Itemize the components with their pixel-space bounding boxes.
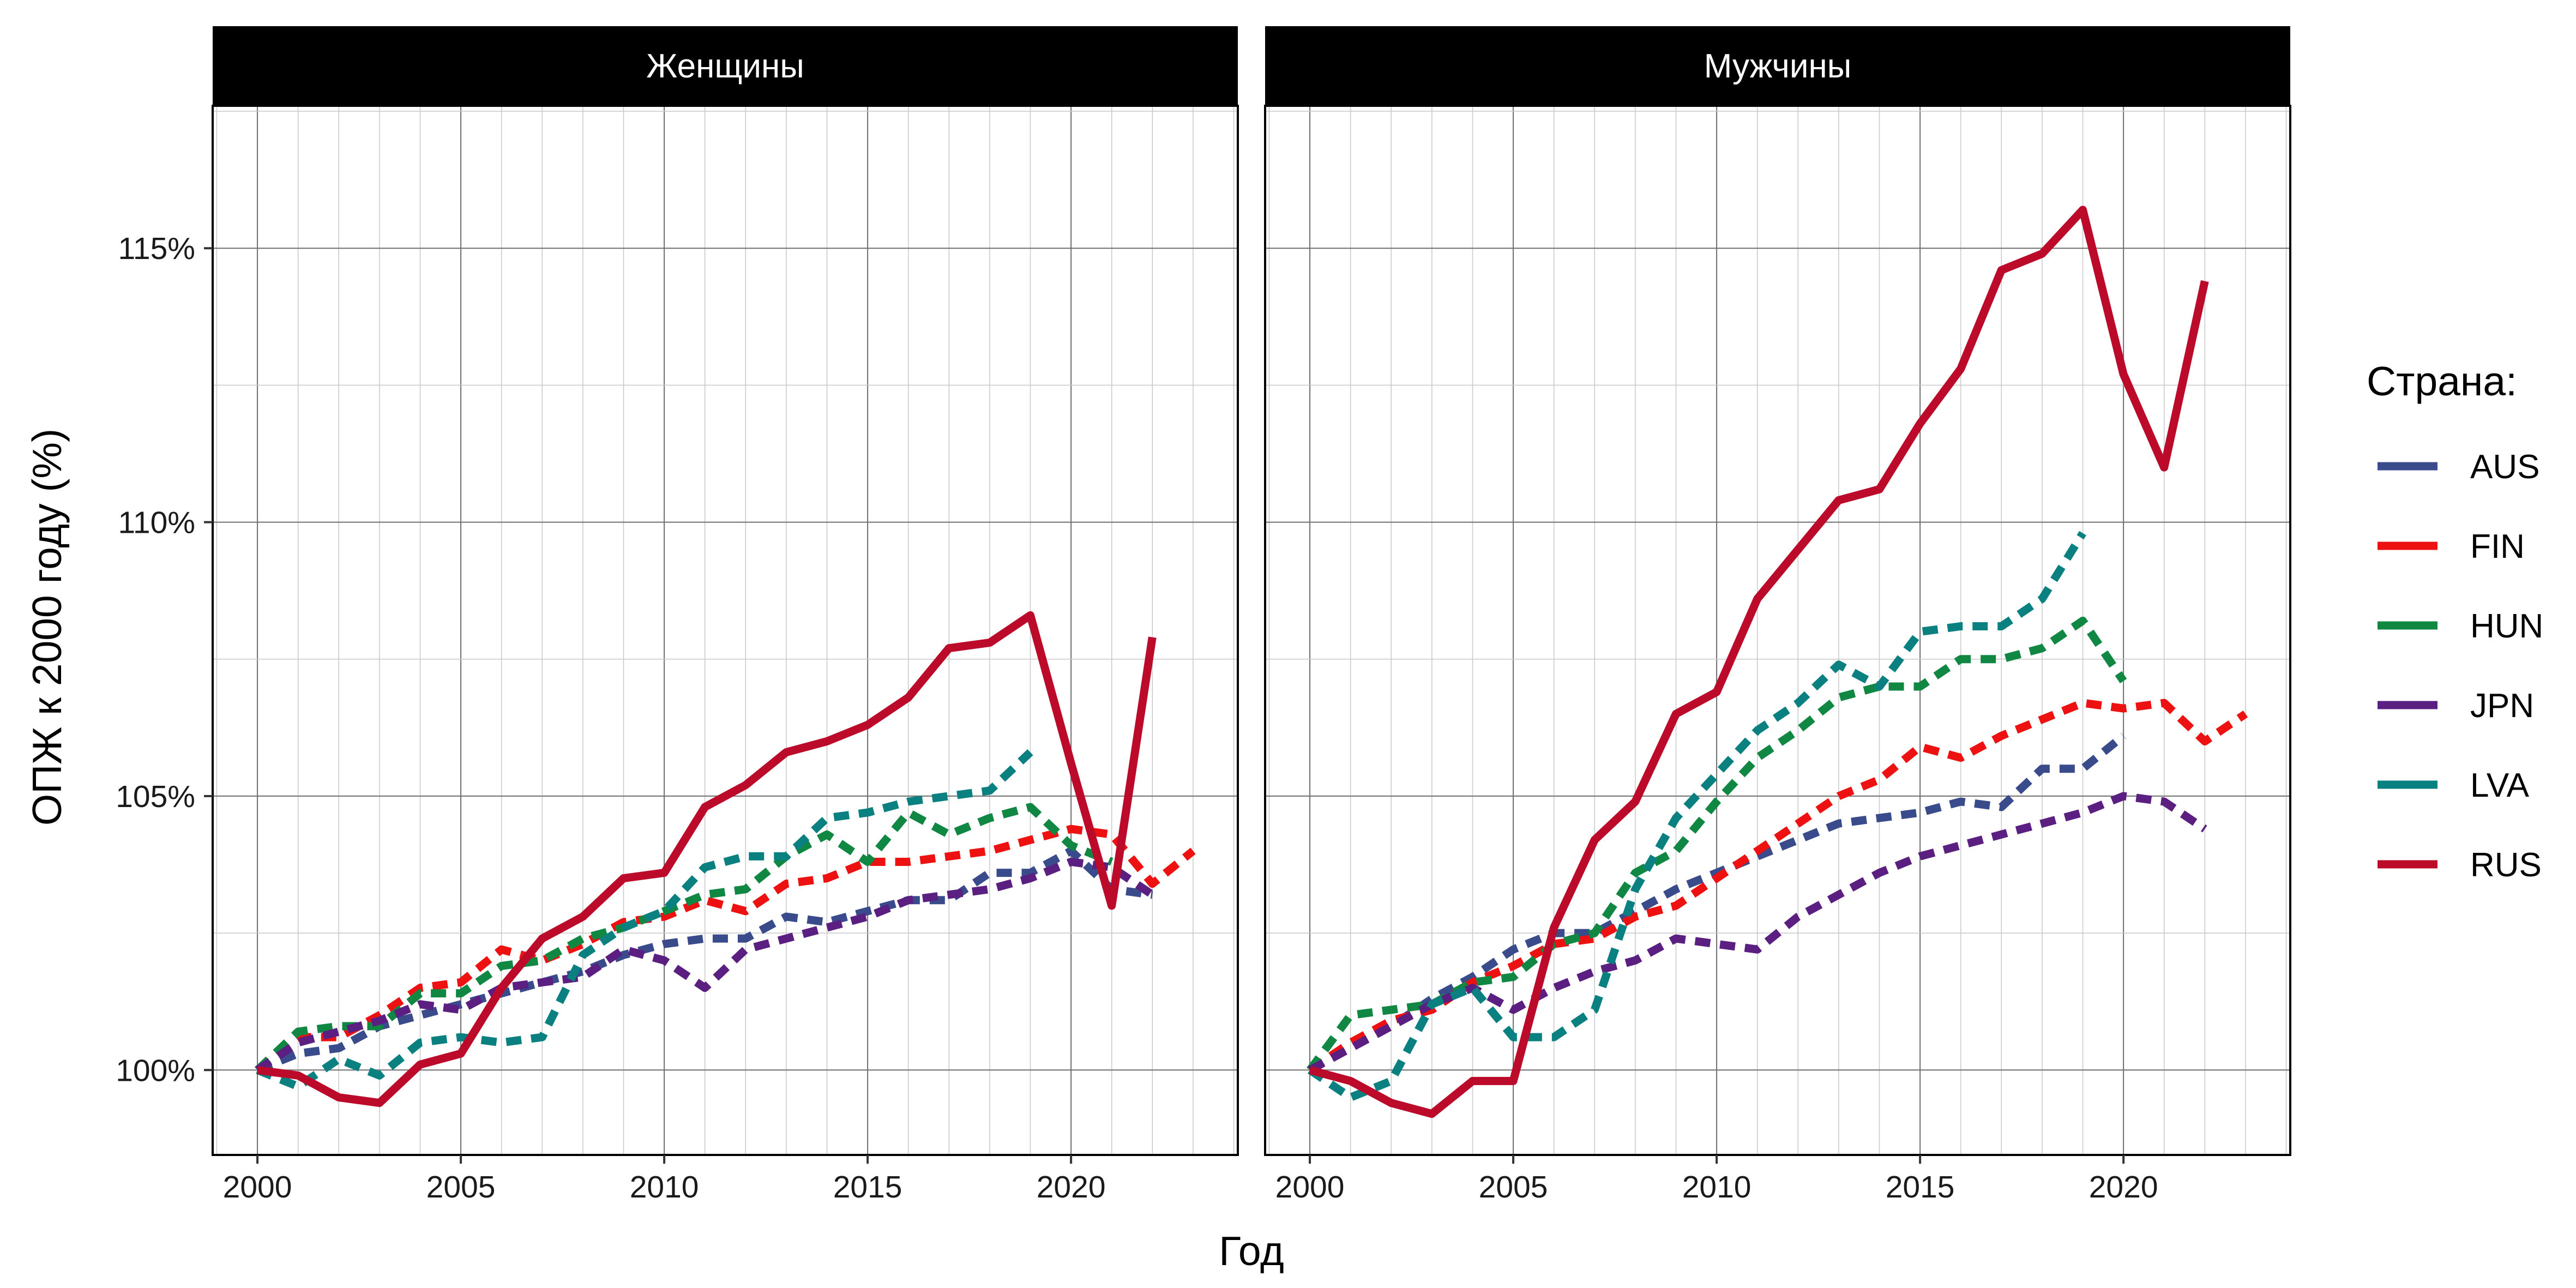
panel-series [1307,206,2248,1118]
series-line-aus [1308,732,2126,1074]
x-tick-label: 2015 [833,1170,902,1205]
panel-border [212,105,1239,1156]
panel-grid [1265,106,2290,1155]
series-line-aus [256,846,1153,1074]
y-tick-label: 110% [118,505,195,540]
x-tick-label: 2020 [2089,1170,2158,1205]
x-tick-label: 2010 [1682,1170,1752,1205]
series-line-jpn [255,858,1155,1074]
series-line-jpn [1308,792,2207,1074]
panel-grid [213,106,1238,1155]
series-line-lva [1307,531,2086,1102]
x-tick-label: 2005 [426,1170,496,1205]
x-tick-label: 2000 [1275,1170,1345,1205]
x-tick-label: 2005 [1479,1170,1548,1205]
y-axis-ticks: 100% 105% 110% 115% [116,231,213,1088]
series-line-fin [255,824,1196,1074]
y-tick-label: 100% [116,1053,195,1088]
legend-label-lva: LVA [2470,767,2530,804]
legend: Страна: AUS FIN HUN JPN LVA RUS [2367,358,2543,884]
legend-label-hun: HUN [2470,607,2543,645]
x-axis-ticks: 2000 2005 2010 2015 2020 [1275,1155,2158,1205]
x-axis-ticks: 2000 2005 2010 2015 2020 [223,1155,1106,1205]
series-line-rus [1309,206,2209,1118]
panel-strip [1265,26,2290,106]
x-axis-title: Год [1219,1228,1284,1274]
legend-title: Страна: [2367,358,2517,404]
panel-series [254,611,1196,1108]
x-tick-label: 2010 [630,1170,699,1205]
series-line-rus [257,611,1157,1108]
y-tick-label: 115% [118,231,195,266]
panel-border [1264,105,2291,1156]
panel-strip [213,26,1238,106]
x-tick-label: 2015 [1886,1170,1955,1205]
legend-items: AUS FIN HUN JPN LVA RUS [2378,448,2543,884]
legend-label-rus: RUS [2470,846,2542,884]
legend-label-aus: AUS [2470,448,2539,486]
x-tick-label: 2020 [1037,1170,1106,1205]
y-tick-label: 105% [116,779,195,814]
y-axis-title: ОПЖ к 2000 году (%) [24,429,70,826]
x-tick-label: 2000 [223,1170,292,1205]
panel-title: Женщины [646,47,804,85]
panel-men: Мужчины 2000 2005 2010 2015 2020 [1264,26,2291,1205]
legend-label-fin: FIN [2470,528,2525,565]
panel-title: Мужчины [1704,47,1852,85]
panel-women: Женщины 100% 105% 110% 115% 2000 2005 2010 201… [116,26,1239,1205]
legend-label-jpn: JPN [2470,687,2534,725]
